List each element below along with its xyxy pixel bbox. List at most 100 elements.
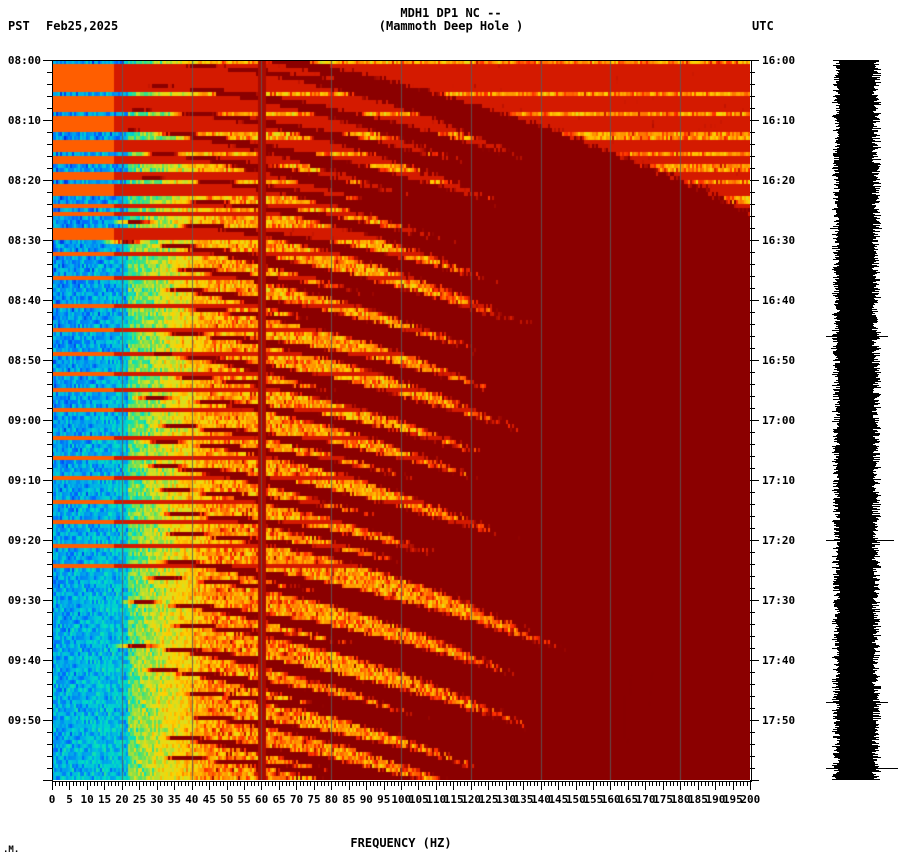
waveform-sample [870, 294, 878, 295]
waveform-sample [839, 585, 842, 586]
waveform-sample [837, 748, 842, 749]
waveform-sample [838, 287, 842, 288]
waveform-sample [837, 316, 842, 317]
waveform-sample [837, 557, 842, 558]
waveform-sample [835, 296, 842, 297]
waveform-sample [837, 98, 842, 99]
freq-tick-minor [726, 781, 727, 786]
waveform-sample [870, 468, 878, 469]
freq-tick-minor [642, 781, 643, 786]
waveform-sample [870, 629, 879, 630]
waveform-sample [870, 488, 876, 489]
waveform-sample [838, 125, 842, 126]
waveform-sample [870, 506, 880, 507]
time-tick-minor [47, 204, 52, 205]
waveform-sample [870, 204, 872, 205]
waveform-sample [870, 342, 876, 343]
waveform-sample [836, 141, 842, 142]
waveform-sample [870, 158, 872, 159]
waveform-sample [870, 207, 875, 208]
waveform-sample [837, 440, 842, 441]
waveform-sample [836, 408, 842, 409]
waveform-sample [834, 534, 842, 535]
waveform-sample [870, 366, 877, 367]
time-tick-major [43, 180, 52, 181]
waveform-sample [840, 706, 842, 707]
waveform-sample [834, 492, 842, 493]
waveform-sample [835, 328, 842, 329]
waveform-sample [870, 347, 877, 348]
waveform-sample [835, 620, 842, 621]
waveform-sample [833, 505, 842, 506]
freq-tick-minor [66, 781, 67, 786]
waveform-sample [870, 135, 880, 136]
waveform-sample [837, 434, 842, 435]
waveform-sample [836, 410, 842, 411]
waveform-sample [870, 490, 875, 491]
waveform-sample [870, 155, 873, 156]
waveform-sample [870, 390, 874, 391]
waveform-sample [836, 271, 842, 272]
waveform-sample [840, 739, 842, 740]
waveform-sample [870, 91, 873, 92]
waveform-sample [839, 265, 842, 266]
freq-label: 10 [80, 793, 94, 806]
waveform-sample [837, 764, 842, 765]
waveform-sample [833, 763, 842, 764]
waveform-sample [839, 666, 842, 667]
waveform-spike [826, 540, 894, 541]
waveform-sample [870, 314, 872, 315]
waveform-sample [837, 143, 842, 144]
time-tick-minor [750, 108, 755, 109]
waveform-sample [834, 757, 842, 758]
waveform-sample [870, 416, 873, 417]
time-tick-minor [750, 612, 755, 613]
freq-tick-minor [171, 781, 172, 786]
waveform-sample [870, 302, 878, 303]
waveform-sample [870, 81, 875, 82]
waveform-sample [870, 477, 875, 478]
waveform-sample [834, 315, 842, 316]
waveform-sample [870, 280, 880, 281]
waveform-sample [839, 762, 842, 763]
waveform-sample [870, 150, 873, 151]
waveform-sample [870, 624, 878, 625]
waveform-sample [870, 556, 880, 557]
waveform-sample [870, 134, 877, 135]
time-tick-minor [47, 744, 52, 745]
freq-tick-minor [548, 781, 549, 786]
waveform-sample [870, 625, 873, 626]
waveform-sample [870, 620, 879, 621]
waveform-sample [835, 462, 842, 463]
freq-tick-major [628, 781, 629, 790]
freq-tick-minor [562, 781, 563, 786]
waveform-sample [870, 165, 878, 166]
waveform-sample [870, 542, 880, 543]
waveform-sample [838, 131, 842, 132]
freq-tick-minor [359, 781, 360, 786]
waveform-sample [870, 328, 878, 329]
freq-tick-minor [73, 781, 74, 786]
time-tick-minor [47, 684, 52, 685]
time-tick-minor [750, 72, 755, 73]
waveform-sample [870, 325, 873, 326]
waveform-sample [870, 739, 879, 740]
waveform-sample [838, 166, 842, 167]
waveform-sample [870, 393, 879, 394]
time-tick-minor [750, 84, 755, 85]
waveform-sample [838, 433, 842, 434]
waveform-sample [836, 210, 842, 211]
time-label-pst: 08:00 [7, 54, 41, 67]
freq-tick-minor [125, 781, 126, 786]
waveform-sample [839, 371, 842, 372]
waveform-sample [870, 532, 874, 533]
freq-label: 55 [237, 793, 251, 806]
time-tick-major [43, 300, 52, 301]
waveform-sample [870, 153, 876, 154]
waveform-sample [839, 455, 842, 456]
waveform-sample [870, 215, 881, 216]
waveform-sample [870, 526, 878, 527]
waveform-sample [838, 325, 842, 326]
waveform-sample [837, 254, 842, 255]
waveform-sample [839, 78, 842, 79]
